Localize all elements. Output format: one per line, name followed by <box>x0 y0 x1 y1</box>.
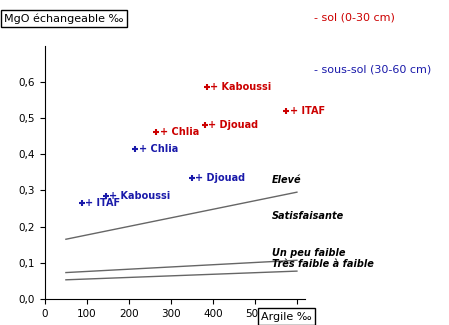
Text: + ITAF: + ITAF <box>85 198 120 208</box>
Text: Satisfaisante: Satisfaisante <box>272 211 344 221</box>
Text: + Djouad: + Djouad <box>195 173 246 183</box>
Text: + Chlia: + Chlia <box>139 144 178 154</box>
Text: + Kaboussi: + Kaboussi <box>109 191 171 201</box>
Text: + Chlia: + Chlia <box>159 127 199 137</box>
Text: Un peu faible: Un peu faible <box>272 248 345 258</box>
Text: Argile ‰: Argile ‰ <box>261 312 312 322</box>
Text: Très faible à faible: Très faible à faible <box>272 259 374 269</box>
Text: - sous-sol (30-60 cm): - sous-sol (30-60 cm) <box>314 65 431 75</box>
Text: + Kaboussi: + Kaboussi <box>210 82 271 92</box>
Text: + Djouad: + Djouad <box>208 120 258 130</box>
Text: - sol (0-30 cm): - sol (0-30 cm) <box>314 13 395 23</box>
Text: Elevé: Elevé <box>272 175 301 185</box>
Text: MgO échangeable ‰: MgO échangeable ‰ <box>4 13 124 23</box>
Text: + ITAF: + ITAF <box>290 106 325 116</box>
